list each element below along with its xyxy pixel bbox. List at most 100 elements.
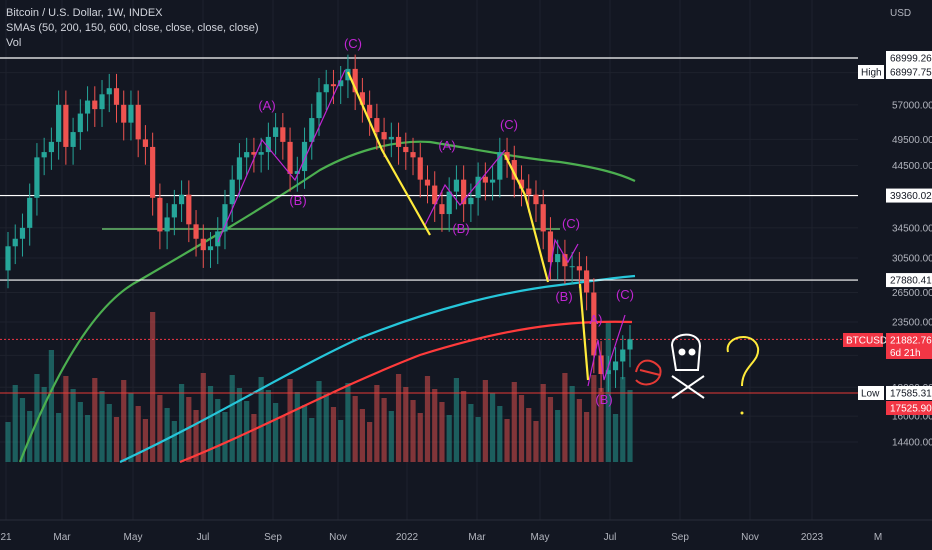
- symbol-title[interactable]: Bitcoin / U.S. Dollar, 1W, INDEX: [6, 7, 163, 19]
- skull-eye: [688, 348, 696, 356]
- volume-bar: [193, 410, 199, 462]
- volume-bar: [482, 380, 488, 462]
- wave-label: (C): [344, 36, 362, 51]
- yellow-trend-line: [504, 154, 550, 283]
- level-tag-box: [886, 51, 932, 65]
- time-tick-label: Jul: [604, 532, 617, 543]
- volume-bar: [453, 378, 460, 462]
- time-tick-label: May: [124, 532, 143, 543]
- volume-bar: [540, 384, 546, 462]
- volume-bar: [34, 374, 40, 462]
- candle-body: [99, 94, 105, 110]
- volume-bar: [330, 407, 337, 462]
- candle-body: [620, 349, 626, 362]
- wave-label: (B): [595, 392, 612, 407]
- volume-bar: [128, 393, 134, 462]
- volume-bar: [236, 388, 243, 462]
- price-tag-box: [886, 386, 932, 400]
- volume-bar: [56, 413, 62, 462]
- candle-body: [424, 179, 431, 186]
- candle-body: [77, 113, 83, 133]
- volume-bar: [403, 387, 409, 462]
- wave-label: (A): [258, 98, 275, 113]
- volume-bar: [518, 395, 525, 462]
- candle-body: [547, 231, 554, 263]
- candle-body: [533, 194, 539, 205]
- candle-body: [627, 339, 633, 350]
- volume-bar: [388, 411, 394, 462]
- candle-body: [56, 104, 62, 142]
- candle-body: [598, 355, 604, 375]
- volume-bar: [439, 402, 445, 462]
- candle-body: [374, 118, 380, 133]
- volume-bar: [157, 395, 163, 462]
- sma-indicator-label[interactable]: SMAs (50, 200, 150, 600, close, close, c…: [6, 22, 259, 34]
- candle-body: [359, 92, 365, 105]
- price-tick-label: 49500.00: [892, 135, 932, 146]
- volume-bar: [142, 419, 149, 462]
- candle-body: [128, 104, 134, 123]
- candle-body: [576, 266, 582, 271]
- volume-bar: [374, 385, 380, 462]
- wave-line: [547, 238, 579, 283]
- volume-bar: [215, 399, 221, 462]
- candle-body: [330, 84, 337, 87]
- price-tag-name: Low: [861, 389, 880, 400]
- volume-bar: [150, 312, 156, 462]
- drawings[interactable]: (C) (A) (B) (A) (C) (B) (C) (B) (C) A) (B): [217, 36, 634, 407]
- candle-body: [157, 197, 163, 232]
- price-tick-label: 16000.00: [892, 412, 932, 423]
- candle-body: [403, 146, 409, 153]
- level-tag-label: 27880.41: [890, 276, 932, 287]
- wave-label: (A): [438, 138, 455, 153]
- candle-body: [258, 152, 264, 155]
- candle-body: [135, 104, 141, 140]
- candle-body: [591, 292, 597, 356]
- volume-bar: [432, 389, 438, 462]
- candle-body: [121, 104, 127, 123]
- candle-body: [251, 152, 257, 155]
- candle-body: [367, 104, 373, 119]
- time-axis[interactable]: 21 Mar May Jul Sep Nov 2022 Mar May Jul Sep Nov 2023…: [0, 519, 932, 550]
- candle-body: [12, 238, 18, 247]
- time-tick-label: 21: [0, 532, 12, 543]
- candle-body: [236, 157, 243, 180]
- candle-body: [461, 179, 467, 205]
- yellow-trend-line: [578, 283, 590, 381]
- candle-body: [244, 152, 250, 158]
- volume-bar: [511, 382, 517, 462]
- price-tag-name-box: [858, 386, 884, 400]
- candle-body: [287, 141, 293, 174]
- candle-body: [410, 152, 416, 158]
- volume-bar: [200, 373, 206, 462]
- price-tag-countdown: 6d 21h: [890, 348, 921, 359]
- candle-body: [338, 80, 344, 87]
- horizontal-levels[interactable]: [0, 57, 858, 394]
- candle-body: [468, 197, 474, 205]
- candle-body: [70, 132, 76, 147]
- candle-body: [207, 246, 214, 251]
- yellow-trend-line: [346, 71, 431, 236]
- candle-body: [511, 160, 517, 180]
- price-tick-label: 14400.00: [892, 437, 932, 448]
- candle-body: [113, 88, 120, 105]
- candle-body: [229, 179, 235, 205]
- volume-indicator-label[interactable]: Vol: [6, 37, 22, 49]
- wave-line: [587, 314, 626, 387]
- volume-bar: [222, 412, 228, 462]
- candle-body: [569, 266, 575, 268]
- candle-body: [142, 139, 149, 147]
- volume-bar: [461, 391, 467, 462]
- time-tick-label: Nov: [741, 532, 759, 543]
- price-tick-label: 26500.00: [892, 288, 932, 299]
- volume-bar: [591, 375, 597, 462]
- price-axis[interactable]: USD14400.0016000.0018000.0020500.0023500…: [843, 0, 932, 520]
- candle-body: [63, 104, 69, 147]
- level-tag-label: 68999.26: [890, 54, 932, 65]
- candle-body: [432, 185, 438, 205]
- candle-body: [164, 217, 170, 232]
- candle-body: [316, 92, 322, 119]
- candle-body: [497, 152, 503, 180]
- volume-bar: [5, 422, 11, 462]
